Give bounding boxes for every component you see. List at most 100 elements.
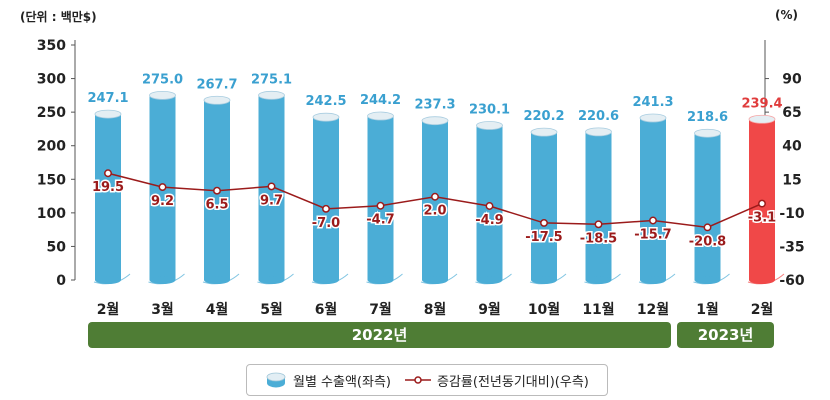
x-tick-label: 2월 (751, 301, 774, 318)
bar-value-label: 230.1 (469, 103, 510, 118)
legend: 월별 수출액(좌측) 증감률(전년동기대비)(우측) (246, 364, 608, 396)
x-tick-label: 3월 (151, 301, 174, 318)
bar-group (638, 113, 676, 285)
bar-base (95, 276, 121, 284)
bar-base (640, 276, 666, 284)
bar (367, 116, 394, 280)
bar-group (420, 116, 458, 285)
bar-value-label: 239.4 (741, 96, 782, 111)
bar-group (311, 112, 349, 285)
bar-base (476, 276, 503, 284)
growth-point (376, 201, 385, 210)
bar-value-label: 218.6 (687, 110, 728, 125)
bar-cap (585, 127, 612, 137)
bar-base (531, 276, 557, 284)
growth-value-label: 19.5 (92, 180, 124, 195)
growth-value-label: -18.5 (580, 231, 617, 246)
bar-base (749, 276, 775, 284)
year-band-2022: 2022년 (88, 322, 671, 348)
bar-cap (639, 113, 667, 123)
right-tick-label: -60 (779, 273, 805, 289)
growth-point (485, 202, 494, 210)
bar-value-label: 220.6 (578, 109, 619, 124)
bar-cap (203, 95, 231, 105)
bar-base (367, 276, 394, 284)
bar-base (585, 276, 612, 284)
bar-base (422, 276, 448, 284)
bar (585, 131, 612, 280)
left-tick-label: 300 (37, 72, 66, 88)
bar-value-label: 242.5 (305, 94, 346, 109)
x-tick-label: 8월 (424, 301, 447, 318)
bar (313, 117, 339, 280)
bar-value-label: 237.3 (414, 98, 455, 113)
growth-point (594, 220, 603, 229)
growth-value-label: 6.5 (205, 198, 228, 213)
bar-base (694, 276, 721, 284)
bar-cap (694, 128, 721, 138)
x-tick-label: 12월 (637, 301, 669, 318)
right-tick-label: 15 (782, 172, 801, 188)
bar-cap (312, 112, 340, 122)
left-axis-unit: (단위 : 백만$) (20, 10, 97, 24)
growth-value-label: -4.7 (366, 213, 394, 228)
bar-group (529, 127, 567, 285)
bar-value-label: 241.3 (632, 95, 673, 110)
left-tick-label: 0 (56, 273, 66, 289)
bar (694, 133, 721, 280)
bar-cap (476, 121, 503, 130)
growth-value-label: 9.7 (260, 193, 283, 208)
bar-base (149, 276, 176, 284)
growth-point (322, 204, 330, 213)
bar-cap (748, 114, 776, 124)
right-tick-label: -10 (779, 206, 805, 222)
x-tick-label: 10월 (528, 301, 560, 318)
growth-point (703, 223, 712, 232)
x-tick-label: 11월 (582, 301, 614, 318)
growth-point (267, 182, 276, 191)
left-tick-label: 250 (37, 105, 66, 121)
bar-group (93, 109, 131, 285)
bar-value-label: 267.7 (196, 77, 237, 92)
left-tick-label: 50 (47, 239, 67, 255)
bar-value-label: 244.2 (360, 93, 401, 108)
x-tick-label: 2월 (97, 301, 120, 318)
bar-base (204, 276, 230, 284)
bar-cap (258, 90, 285, 100)
x-tick-label: 1월 (696, 301, 719, 318)
x-tick-label: 4월 (206, 301, 229, 318)
x-tick-label: 5월 (260, 301, 283, 318)
bar-value-label: 275.0 (142, 72, 183, 87)
growth-point (213, 186, 221, 195)
left-tick-label: 200 (37, 139, 66, 155)
growth-value-label: 9.2 (151, 194, 174, 209)
legend-bar-swatch (266, 372, 286, 388)
left-tick-label: 100 (37, 206, 66, 222)
legend-line-swatch (405, 376, 431, 384)
growth-value-label: -20.8 (689, 234, 726, 249)
x-tick-label: 6월 (315, 301, 338, 318)
bar-group (693, 128, 730, 285)
bar-base (313, 276, 339, 284)
growth-value-label: -4.9 (475, 213, 503, 228)
right-tick-label: 65 (782, 105, 801, 121)
bar-base (258, 276, 285, 284)
right-tick-label: 90 (782, 72, 802, 88)
x-tick-label: 9월 (478, 301, 501, 318)
growth-point (540, 218, 548, 227)
growth-point (649, 216, 657, 225)
bar-cap (149, 90, 176, 100)
right-tick-label: 40 (782, 139, 802, 155)
bar (95, 114, 121, 280)
growth-value-label: 2.0 (423, 204, 446, 219)
bar-value-label: 247.1 (87, 91, 128, 106)
growth-point (158, 183, 167, 192)
left-tick-label: 150 (37, 172, 66, 188)
bar-group (366, 111, 403, 285)
bar-cap (421, 116, 449, 126)
bar (640, 117, 666, 280)
growth-value-label: -7.0 (312, 216, 340, 231)
bar-group (747, 114, 785, 285)
bar-group (584, 127, 621, 285)
